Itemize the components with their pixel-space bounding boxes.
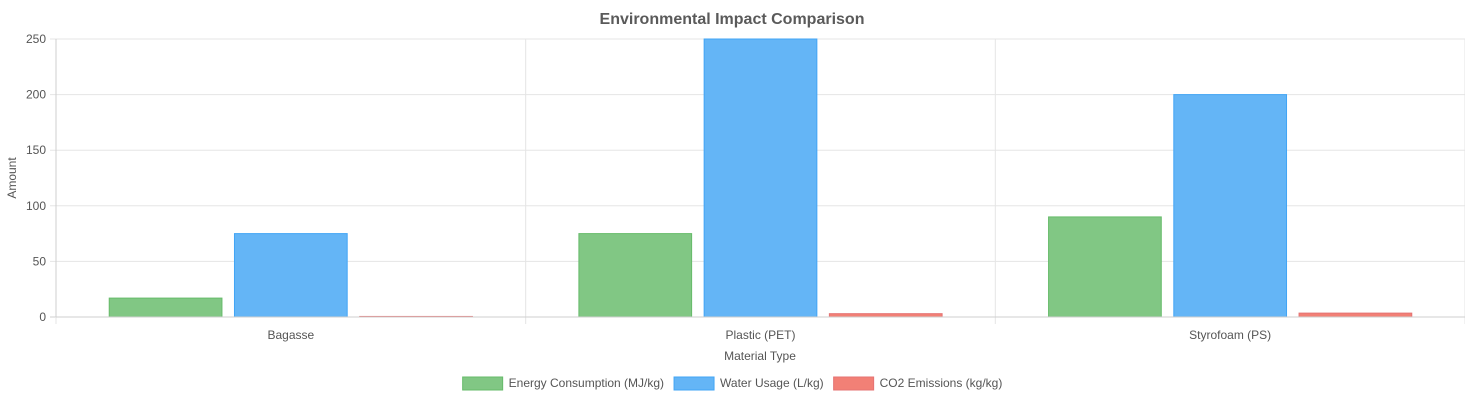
legend-swatch <box>462 376 504 391</box>
x-tick-label: Plastic (PET) <box>725 328 795 342</box>
bar <box>108 297 223 318</box>
bar <box>703 38 818 318</box>
legend: Energy Consumption (MJ/kg) Water Usage (L… <box>462 376 1003 391</box>
y-tick-label: 50 <box>33 254 47 268</box>
bar <box>233 233 348 318</box>
y-tick-label: 250 <box>26 32 46 46</box>
legend-swatch <box>673 376 715 391</box>
x-tick-label: Styrofoam (PS) <box>1189 328 1271 342</box>
bar <box>1048 216 1162 318</box>
legend-label: Water Usage (L/kg) <box>720 376 824 390</box>
x-axis-title: Material Type <box>724 349 796 363</box>
chart-title: Environmental Impact Comparison <box>600 11 865 28</box>
bar <box>828 313 943 318</box>
axes: 0 50 100 150 200 250 Bagasse Plastic (PET) Styro… <box>26 32 1465 342</box>
y-tick-label: 0 <box>39 310 46 324</box>
legend-label: CO2 Emissions (kg/kg) <box>880 376 1003 390</box>
bar <box>578 233 693 318</box>
legend-swatch <box>833 376 875 391</box>
y-axis-title: Amount <box>5 157 19 199</box>
bar <box>1298 312 1413 318</box>
bar <box>1173 94 1288 318</box>
y-tick-label: 150 <box>26 143 46 157</box>
bars <box>108 38 1413 318</box>
y-tick-label: 100 <box>26 199 46 213</box>
legend-label: Energy Consumption (MJ/kg) <box>509 376 664 390</box>
y-tick-label: 200 <box>26 88 46 102</box>
x-tick-label: Bagasse <box>267 328 314 342</box>
